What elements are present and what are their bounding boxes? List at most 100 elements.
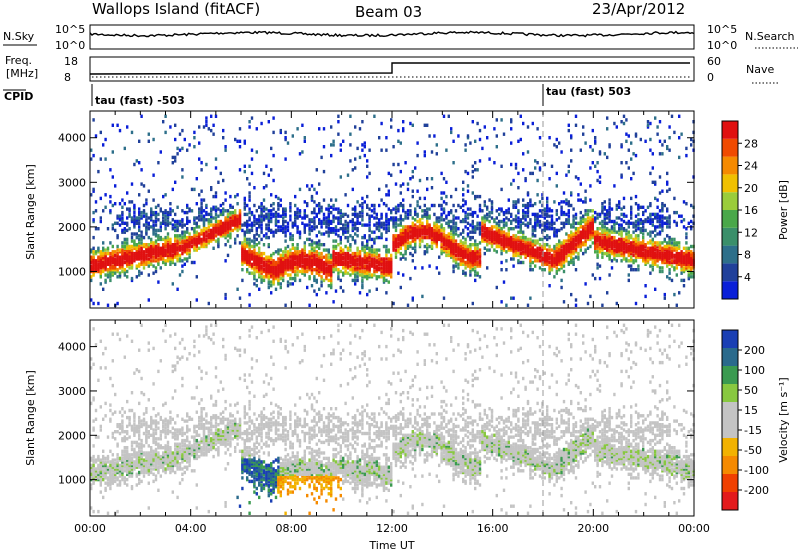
- power-cell: [565, 198, 568, 202]
- power-cell: [308, 232, 311, 236]
- power-cell: [118, 223, 122, 227]
- power-cell: [512, 250, 515, 254]
- power-cell: [382, 269, 386, 274]
- power-cell: [313, 210, 316, 215]
- power-cell: [200, 168, 203, 172]
- power-cell: [104, 259, 107, 263]
- power-cell: [234, 212, 237, 217]
- power-cell: [430, 177, 434, 181]
- power-cell: [214, 205, 218, 209]
- power-cell: [546, 205, 549, 209]
- power-cell: [625, 259, 628, 263]
- power-cell: [630, 196, 633, 201]
- power-cell: [666, 264, 669, 268]
- power-cell: [440, 250, 443, 254]
- power-cell: [387, 280, 390, 284]
- power-cell: [567, 235, 570, 240]
- power-cell: [445, 244, 448, 249]
- power-cell: [116, 255, 119, 259]
- power-cell: [428, 234, 431, 238]
- power-cell: [603, 225, 606, 229]
- power-cell: [315, 212, 318, 217]
- power-cell: [246, 219, 249, 224]
- power-cell: [524, 203, 527, 208]
- power-cell: [145, 212, 148, 217]
- power-cell: [579, 244, 582, 249]
- power-cell: [642, 257, 645, 261]
- power-cell: [558, 202, 561, 206]
- power-cell: [277, 207, 280, 211]
- power-cell: [370, 230, 374, 234]
- power-cell: [493, 237, 496, 242]
- power-cell: [481, 216, 484, 220]
- power-cell: [625, 244, 628, 249]
- power-cell: [402, 232, 405, 236]
- power-cell: [639, 205, 642, 209]
- power-cell: [606, 127, 609, 131]
- power-cell: [447, 251, 450, 256]
- power-cell: [450, 232, 453, 236]
- power-cell: [339, 253, 342, 258]
- power-cell: [325, 248, 328, 252]
- power-cell: [589, 218, 592, 222]
- power-cell: [248, 194, 251, 199]
- power-cell: [570, 257, 573, 261]
- power-cell: [380, 198, 383, 202]
- power-cell: [202, 228, 206, 233]
- power-cell: [591, 227, 594, 231]
- power-cell: [330, 260, 333, 265]
- power-cell: [464, 255, 467, 259]
- power-cell: [603, 244, 606, 249]
- power-cell: [296, 251, 299, 256]
- power-cell: [226, 218, 230, 222]
- power-cell: [248, 241, 251, 245]
- power-cell: [646, 257, 650, 261]
- power-cell: [567, 260, 570, 265]
- power-cell: [658, 257, 662, 261]
- power-cell: [162, 257, 165, 261]
- power-cell: [421, 294, 424, 299]
- power-cell: [267, 259, 270, 263]
- power-cell: [450, 246, 453, 250]
- power-cell: [330, 257, 333, 261]
- power-cell: [339, 227, 342, 231]
- power-cell: [313, 276, 316, 281]
- power-cell: [526, 225, 530, 229]
- power-cell: [109, 257, 112, 261]
- power-cell: [550, 227, 554, 231]
- power-cell: [546, 251, 549, 256]
- power-cell: [589, 294, 592, 299]
- power-cell: [675, 246, 678, 250]
- power-cell: [217, 237, 220, 242]
- power-cell: [632, 246, 635, 250]
- power-cell: [250, 253, 254, 258]
- power-cell: [649, 250, 652, 254]
- power-cell: [339, 210, 342, 215]
- power-cell: [522, 168, 525, 172]
- power-cell: [301, 257, 304, 261]
- power-cell: [327, 209, 330, 213]
- power-cell: [582, 200, 585, 204]
- power-cell: [265, 212, 268, 217]
- power-cell: [114, 184, 117, 188]
- power-cell: [327, 269, 330, 274]
- power-cell: [493, 241, 496, 245]
- power-cell: [649, 264, 652, 268]
- power-cell: [673, 268, 676, 272]
- power-cell: [397, 128, 400, 133]
- beam-title: Beam 03: [355, 3, 422, 21]
- power-cell: [171, 253, 174, 258]
- power-cell: [102, 143, 105, 147]
- power-cell: [298, 278, 302, 283]
- power-cell: [382, 275, 386, 279]
- power-cell: [644, 248, 647, 252]
- power-cell: [176, 227, 179, 231]
- power-cell: [224, 243, 227, 247]
- power-cell: [339, 262, 342, 266]
- power-cell: [284, 219, 287, 224]
- power-cell: [181, 246, 184, 250]
- power-cell: [562, 269, 566, 274]
- power-cell: [560, 259, 563, 263]
- power-cell: [426, 227, 429, 231]
- power-cell: [109, 266, 112, 270]
